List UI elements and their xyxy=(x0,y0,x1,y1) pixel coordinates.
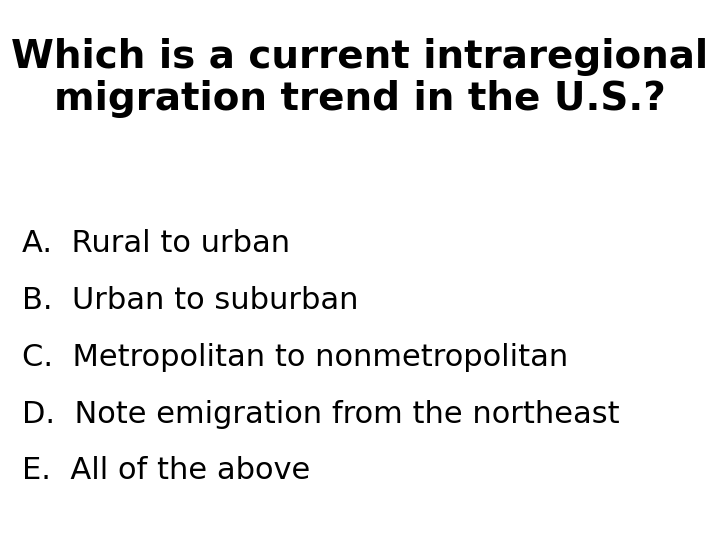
Text: D.  Note emigration from the northeast: D. Note emigration from the northeast xyxy=(22,400,619,429)
Text: C.  Metropolitan to nonmetropolitan: C. Metropolitan to nonmetropolitan xyxy=(22,343,568,372)
Text: B.  Urban to suburban: B. Urban to suburban xyxy=(22,286,358,315)
Text: Which is a current intraregional
migration trend in the U.S.?: Which is a current intraregional migrati… xyxy=(12,38,708,118)
Text: A.  Rural to urban: A. Rural to urban xyxy=(22,230,289,259)
Text: E.  All of the above: E. All of the above xyxy=(22,456,310,485)
